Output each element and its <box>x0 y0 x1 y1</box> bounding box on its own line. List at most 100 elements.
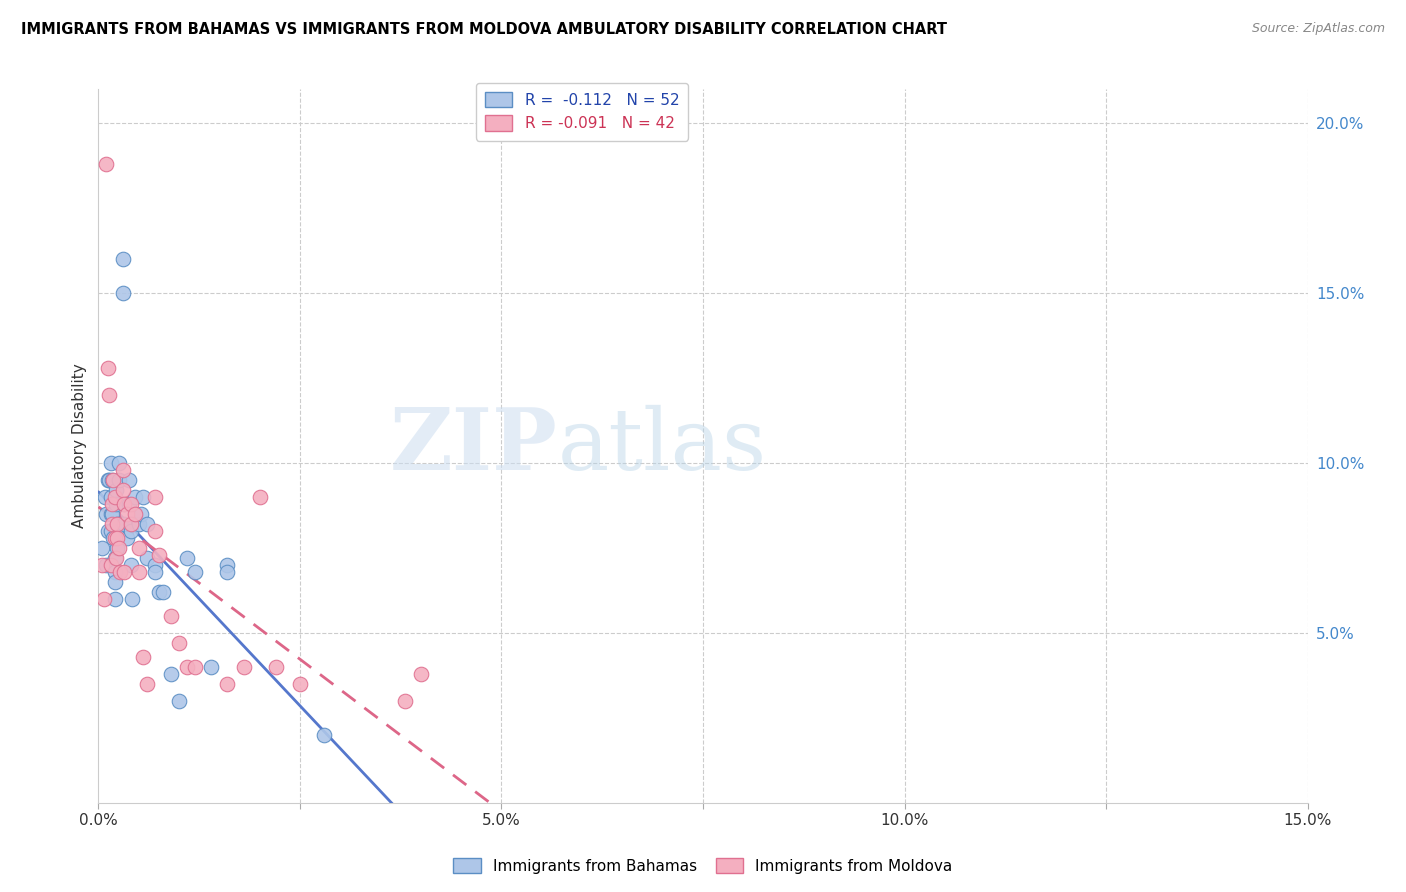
Point <box>100 524 122 538</box>
Point <box>200 660 222 674</box>
Point <box>176 551 198 566</box>
Point <box>105 531 128 545</box>
Point <box>143 558 166 572</box>
Point <box>105 497 128 511</box>
Legend: R =  -0.112   N = 52, R = -0.091   N = 42: R = -0.112 N = 52, R = -0.091 N = 42 <box>475 83 689 141</box>
Point <box>94 490 117 504</box>
Point <box>105 551 128 566</box>
Point <box>124 507 146 521</box>
Y-axis label: Ambulatory Disability: Ambulatory Disability <box>72 364 87 528</box>
Point <box>112 497 135 511</box>
Point <box>111 252 134 266</box>
Point <box>124 490 146 504</box>
Point <box>97 473 120 487</box>
Point <box>96 157 118 171</box>
Point <box>111 286 134 301</box>
Point <box>217 565 239 579</box>
Point <box>112 565 135 579</box>
Point <box>135 517 157 532</box>
Point <box>100 456 122 470</box>
Point <box>160 608 183 623</box>
Point <box>148 548 170 562</box>
Point <box>107 541 129 555</box>
Point <box>103 591 125 606</box>
Point <box>167 636 190 650</box>
Point <box>96 507 118 521</box>
Point <box>111 483 134 498</box>
Point <box>143 490 166 504</box>
Point <box>103 565 125 579</box>
Point <box>100 507 122 521</box>
Point <box>112 517 135 532</box>
Point <box>97 473 120 487</box>
Point <box>128 541 150 555</box>
Point <box>101 473 124 487</box>
Point <box>108 565 131 579</box>
Point <box>167 694 190 708</box>
Point <box>100 558 122 572</box>
Point <box>103 574 125 589</box>
Point <box>101 497 124 511</box>
Point <box>143 524 166 538</box>
Point <box>118 497 141 511</box>
Point <box>112 497 135 511</box>
Legend: Immigrants from Bahamas, Immigrants from Moldova: Immigrants from Bahamas, Immigrants from… <box>447 852 959 880</box>
Point <box>120 524 142 538</box>
Point <box>120 558 142 572</box>
Point <box>97 388 120 402</box>
Point <box>135 677 157 691</box>
Point <box>176 660 198 674</box>
Point <box>103 551 125 566</box>
Point <box>217 677 239 691</box>
Point <box>105 541 128 555</box>
Point <box>105 517 128 532</box>
Point <box>120 517 142 532</box>
Point <box>91 558 114 572</box>
Point <box>135 551 157 566</box>
Point <box>115 531 138 545</box>
Point <box>249 490 271 504</box>
Point <box>101 517 124 532</box>
Point <box>184 660 207 674</box>
Point <box>129 507 152 521</box>
Point <box>120 497 142 511</box>
Point <box>132 490 155 504</box>
Point <box>97 360 120 375</box>
Point <box>160 666 183 681</box>
Point <box>217 558 239 572</box>
Point <box>101 507 124 521</box>
Point <box>101 473 124 487</box>
Point <box>91 541 114 555</box>
Point <box>232 660 254 674</box>
Point <box>118 473 141 487</box>
Point <box>100 490 122 504</box>
Point <box>93 591 115 606</box>
Point <box>128 565 150 579</box>
Point <box>103 531 125 545</box>
Point <box>105 517 128 532</box>
Point <box>101 531 124 545</box>
Point <box>107 456 129 470</box>
Point <box>128 517 150 532</box>
Point <box>314 728 336 742</box>
Point <box>143 565 166 579</box>
Point <box>115 507 138 521</box>
Point <box>121 591 143 606</box>
Point <box>288 677 311 691</box>
Text: atlas: atlas <box>558 404 768 488</box>
Point <box>96 558 118 572</box>
Point <box>132 649 155 664</box>
Point <box>264 660 287 674</box>
Point <box>394 694 416 708</box>
Point <box>97 524 120 538</box>
Text: IMMIGRANTS FROM BAHAMAS VS IMMIGRANTS FROM MOLDOVA AMBULATORY DISABILITY CORRELA: IMMIGRANTS FROM BAHAMAS VS IMMIGRANTS FR… <box>21 22 948 37</box>
Text: ZIP: ZIP <box>389 404 558 488</box>
Point <box>111 463 134 477</box>
Text: Source: ZipAtlas.com: Source: ZipAtlas.com <box>1251 22 1385 36</box>
Point <box>107 473 129 487</box>
Point <box>184 565 207 579</box>
Point <box>148 585 170 599</box>
Point <box>105 483 128 498</box>
Point <box>103 490 125 504</box>
Point <box>409 666 432 681</box>
